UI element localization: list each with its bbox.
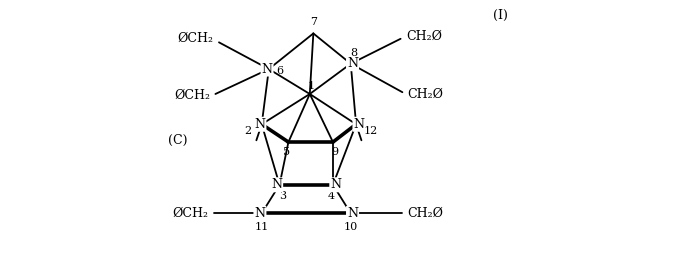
Text: 7: 7: [310, 17, 317, 27]
Text: 9: 9: [331, 147, 339, 157]
Text: 10: 10: [344, 222, 358, 232]
Text: CH₂Ø: CH₂Ø: [406, 29, 442, 42]
Text: 3: 3: [279, 191, 287, 201]
Text: N: N: [254, 207, 265, 220]
Text: (C): (C): [168, 134, 188, 147]
Text: 2: 2: [244, 126, 251, 136]
Text: N: N: [254, 118, 265, 131]
Text: N: N: [262, 63, 273, 76]
Text: 4: 4: [328, 191, 334, 201]
Text: 8: 8: [351, 48, 358, 58]
Text: ØCH₂: ØCH₂: [172, 207, 208, 220]
Text: CH₂Ø: CH₂Ø: [408, 207, 444, 220]
Text: CH₂Ø: CH₂Ø: [408, 88, 444, 101]
Text: N: N: [347, 207, 358, 220]
Text: 6: 6: [277, 66, 284, 76]
Text: N: N: [347, 57, 358, 70]
Text: N: N: [353, 118, 365, 131]
Text: N: N: [271, 178, 282, 191]
Text: N: N: [330, 178, 341, 191]
Text: ØCH₂: ØCH₂: [178, 32, 213, 45]
Text: 1: 1: [308, 81, 315, 91]
Text: 5: 5: [283, 147, 290, 157]
Text: (I): (I): [493, 9, 507, 22]
Text: 12: 12: [364, 126, 378, 136]
Text: ØCH₂: ØCH₂: [174, 89, 210, 102]
Text: 11: 11: [254, 222, 269, 232]
